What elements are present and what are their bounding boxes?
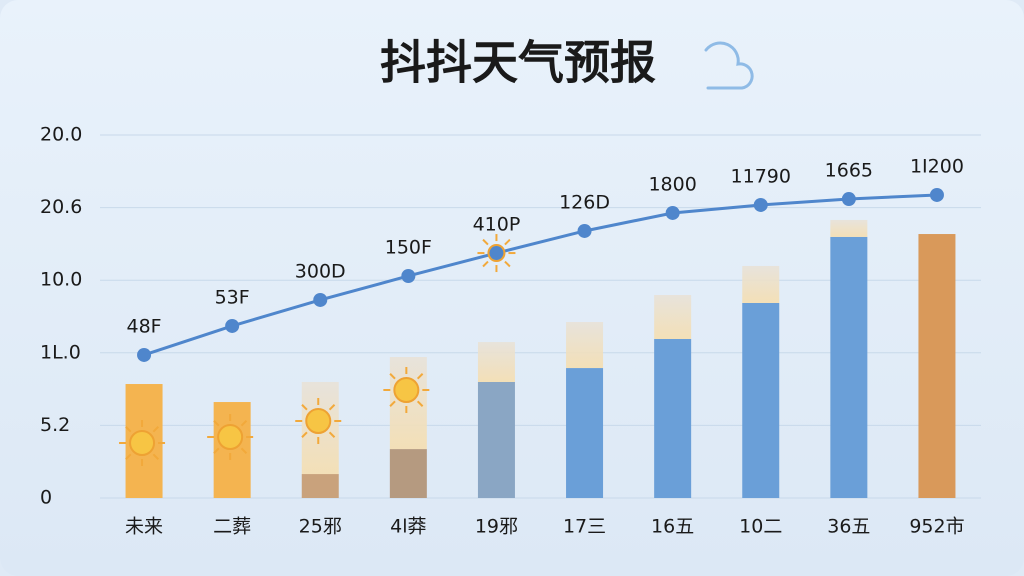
line-point xyxy=(577,223,592,238)
point-label: 11790 xyxy=(731,165,791,187)
sun-ray xyxy=(213,447,220,454)
line-point xyxy=(841,192,856,207)
line xyxy=(143,193,938,357)
point-label: 150F xyxy=(385,236,432,258)
sun-icon xyxy=(119,420,166,466)
point-label: 48F xyxy=(126,315,161,337)
sun-ray xyxy=(240,447,248,454)
line-point xyxy=(489,246,504,261)
sun-ray xyxy=(482,238,489,246)
sun-ray xyxy=(416,373,424,380)
sun-disc xyxy=(129,430,156,456)
point-label: 300D xyxy=(295,260,346,282)
line-point xyxy=(929,187,944,202)
line-point xyxy=(753,197,768,212)
x-tick-label: 36五 xyxy=(827,516,870,538)
bar xyxy=(477,381,515,498)
x-tick-label: 16五 xyxy=(651,516,694,538)
y-tick-label: 20.6 xyxy=(40,196,82,218)
y-tick-label: 0 xyxy=(40,487,52,509)
sun-disc xyxy=(305,408,332,434)
sun-ray xyxy=(389,400,396,407)
sun-ray xyxy=(301,404,308,411)
bar-upper xyxy=(742,265,780,303)
x-tick-label: 4l莽 xyxy=(390,516,426,538)
y-tick-label: 20.0 xyxy=(40,124,82,146)
sun-ray xyxy=(125,426,132,433)
sun-ray xyxy=(301,431,308,438)
cloud-icon xyxy=(704,41,754,90)
x-tick-label: 952市 xyxy=(909,516,964,538)
point-label: 1I200 xyxy=(910,155,964,177)
bar xyxy=(213,402,251,498)
sun-icon xyxy=(295,398,342,444)
sun-icon xyxy=(207,414,254,460)
line-point xyxy=(225,318,240,333)
sun-ray xyxy=(482,260,489,268)
sun-icon xyxy=(383,367,430,413)
x-tick-label: 二葬 xyxy=(213,516,251,538)
sun-ray xyxy=(152,426,160,433)
point-label: 126D xyxy=(559,191,610,213)
point-label: 53F xyxy=(215,286,250,308)
x-tick-label: 19邪 xyxy=(475,516,518,538)
bar-upper xyxy=(389,357,427,450)
bar xyxy=(654,339,692,498)
bar-upper xyxy=(830,219,868,237)
line-point xyxy=(313,292,328,307)
sun-ray xyxy=(328,431,336,438)
sun-ray xyxy=(240,420,248,427)
sun-disc xyxy=(217,424,244,450)
x-tick-label: 25邪 xyxy=(299,516,342,538)
line-point xyxy=(401,268,416,283)
point-label: 410P xyxy=(473,214,521,236)
bar xyxy=(389,449,427,498)
sun-ray xyxy=(504,238,511,246)
sun-ray xyxy=(389,373,396,380)
y-tick-label: 5.2 xyxy=(40,414,70,436)
point-label: 1665 xyxy=(825,160,873,182)
sun-ray xyxy=(125,453,132,460)
sun-ray xyxy=(416,400,424,407)
x-tick-label: 未来 xyxy=(125,516,163,538)
y-tick-label: 1L.0 xyxy=(40,341,81,363)
bar-upper xyxy=(566,322,604,369)
bar-upper xyxy=(477,342,515,382)
sun-ray xyxy=(504,260,511,268)
bar xyxy=(918,234,956,498)
line-point xyxy=(137,347,152,362)
sun-disc xyxy=(393,377,420,403)
bar xyxy=(830,236,868,498)
bar xyxy=(301,474,339,498)
line-point xyxy=(665,205,680,220)
point-label: 1800 xyxy=(648,173,696,195)
sun-ray xyxy=(152,453,160,460)
sun-ray xyxy=(328,404,336,411)
chart-title: 抖抖天气预报 xyxy=(380,36,656,90)
sun-ray xyxy=(213,420,220,427)
x-tick-label: 10二 xyxy=(739,516,782,538)
y-tick-label: 10.0 xyxy=(40,269,82,291)
bar xyxy=(742,302,780,498)
bar-upper xyxy=(654,295,692,340)
x-tick-label: 17三 xyxy=(563,516,606,538)
bar xyxy=(566,368,604,498)
